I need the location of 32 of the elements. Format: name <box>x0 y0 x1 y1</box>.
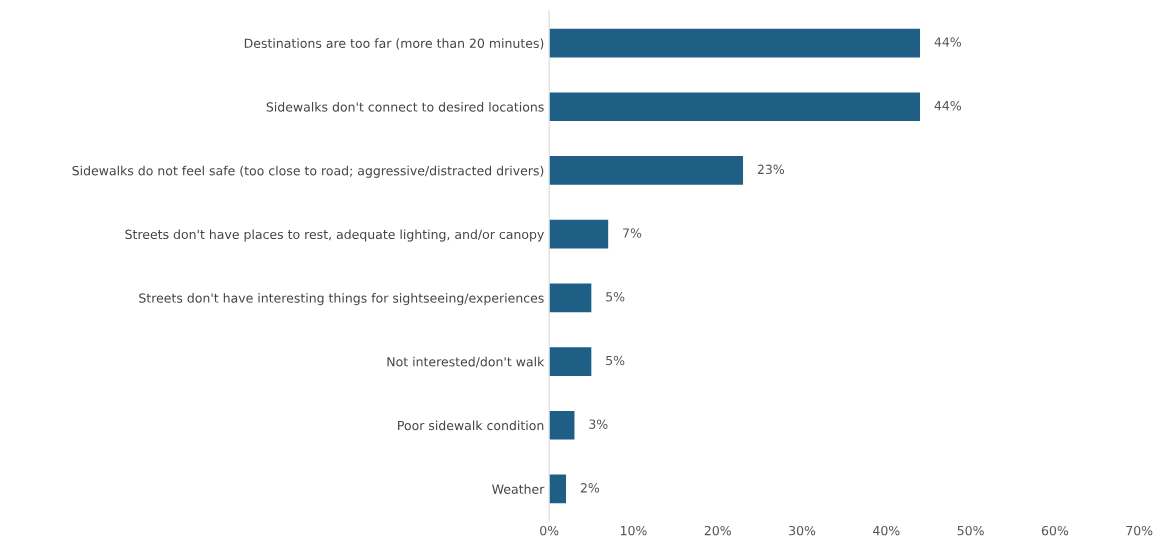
x-tick-label: 40% <box>873 525 900 536</box>
data-label: 3% <box>589 419 608 429</box>
y-tick-label: Weather <box>492 484 545 494</box>
y-tick-label: Sidewalks don't connect to desired locations <box>266 102 544 112</box>
x-tick-label: 20% <box>704 525 731 536</box>
x-tick-label: 60% <box>1041 525 1069 536</box>
y-tick-label: Not interested/don't walk <box>387 356 545 368</box>
y-tick-label: Streets don't have interesting things for sightseeing/experiences <box>139 293 544 306</box>
x-tick-label: 0% <box>540 525 559 536</box>
bar <box>549 410 575 440</box>
bar <box>549 347 592 376</box>
x-tick-label: 10% <box>620 525 647 536</box>
data-label: 23% <box>757 164 785 175</box>
x-tick-label: 30% <box>789 525 816 536</box>
bar <box>549 283 592 313</box>
bar <box>549 474 567 504</box>
x-tick-label: 50% <box>957 525 984 536</box>
y-tick-label: Streets don't have places to rest, adequate lighting, and/or canopy <box>125 229 544 242</box>
data-label: 5% <box>606 355 625 366</box>
data-label: 7% <box>623 228 642 238</box>
x-tick-label: 70% <box>1126 525 1153 536</box>
y-tick-label: Poor sidewalk condition <box>398 420 544 431</box>
bar <box>549 219 609 249</box>
data-label: 44% <box>934 37 962 47</box>
data-label: 2% <box>580 483 600 493</box>
bar <box>549 28 921 58</box>
bar <box>549 92 921 122</box>
bar <box>549 156 744 185</box>
data-label: 5% <box>606 292 625 302</box>
y-tick-label: Sidewalks do not feel safe (too close to road; aggressive/distracted drivers) <box>72 165 544 178</box>
y-tick-label: Destinations are too far (more than 20 minutes) <box>244 38 544 50</box>
data-label: 44% <box>934 100 962 111</box>
